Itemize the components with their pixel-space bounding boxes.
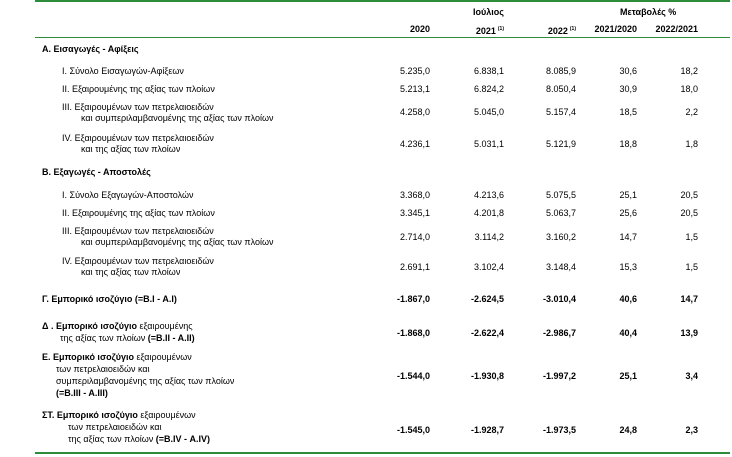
cell: 18,2 [680,66,698,76]
row-label: I. Σύνολο Εξαγωγών-Αποστολών [62,190,194,200]
section-d-label: Δ . Εμπορικό ισοζύγιο εξαιρουμένης [42,321,193,331]
cell: 3.102,4 [473,262,504,272]
cell: 40,6 [619,294,637,304]
cell: -3.010,4 [542,294,576,304]
cell: 14,7 [680,294,698,304]
cell: 5.235,0 [399,66,430,76]
col-2020: 2020 [409,24,430,34]
cell: 2,3 [685,425,698,435]
cell: -2.622,4 [470,328,504,338]
row-label: III. Εξαιρουμένων των πετρελαιοειδών [62,102,214,112]
row-label-cont: και συμπεριλαμβανομένης της αξίας των πλ… [81,237,274,247]
cell: 1,5 [685,232,698,242]
cell: 3.160,2 [545,232,576,242]
cell: -1.930,8 [470,371,504,381]
section-g-label: Γ. Εμπορικό ισοζύγιο (=Β.Ι - Α.Ι) [42,294,177,304]
cell: 5.213,1 [399,84,430,94]
cell: -2.624,5 [470,294,504,304]
col-2021-2020: 2021/2020 [594,24,637,34]
row-label: IV. Εξαιρουμένων των πετρελαιοειδών [62,133,214,143]
cell: 4.236,1 [399,139,430,149]
cell: -1.868,0 [396,328,430,338]
cell: 2.691,1 [399,262,430,272]
row-label: III. Εξαιρουμένων των πετρελαιοειδών [62,226,214,236]
cell: 1,8 [685,139,698,149]
cell: 3,4 [685,371,698,381]
row-label: II. Εξαιρουμένης της αξίας των πλοίων [62,84,215,94]
cell: 2.714,0 [399,232,430,242]
cell: 3.114,2 [474,232,504,242]
cell: 13,9 [680,328,698,338]
cell: 18,8 [619,139,637,149]
section-st-label-cont: της αξίας των πλοίων (=Β.IV - Α.IV) [68,434,210,444]
row-label: IV. Εξαιρουμένων των πετρελαιοειδών [62,256,214,266]
cell: -1.973,5 [542,425,576,435]
row-label: I. Σύνολο Εισαγωγών-Αφίξεων [62,66,184,76]
section-e-label-cont: συμπεριλαμβανομένης της αξίας των πλοίων [56,376,235,386]
cell: 5.157,4 [545,107,576,117]
section-st-label: ΣΤ. Εμπορικό ισοζύγιο εξαιρουμένων [42,410,196,420]
section-st-label-cont: των πετρελαιοειδών και [68,422,162,432]
cell: 5.031,1 [473,139,504,149]
col-2022: 2022 (1) [547,26,576,36]
header-rule [35,37,730,38]
col-2021: 2021 (1) [475,26,504,36]
cell: 5.121,9 [545,139,576,149]
cell: -2.986,7 [542,328,576,338]
cell: 4.213,6 [473,190,504,200]
cell: 5.045,0 [473,107,504,117]
row-label: II. Εξαιρουμένης της αξίας των πλοίων [62,208,215,218]
cell: 25,1 [619,371,637,381]
change-header: Μεταβολές % [620,7,677,17]
cell: 30,6 [619,66,637,76]
row-label-cont: και της αξίας των πλοίων [81,144,181,154]
cell: -1.867,0 [396,294,430,304]
section-e-label-cont: των πετρελαιοειδών και [56,364,150,374]
cell: 1,5 [685,262,698,272]
cell: 5.063,7 [545,208,576,218]
section-d-label-cont: της αξίας των πλοίων (=Β.ΙΙ - Α.ΙΙ) [60,333,195,343]
cell: 30,9 [619,84,637,94]
cell: 40,4 [619,328,637,338]
cell: -1.545,0 [396,425,430,435]
cell: 24,8 [619,425,637,435]
cell: 4.201,8 [473,208,504,218]
cell: -1.997,2 [542,371,576,381]
col-2022-2021: 2022/2021 [655,24,698,34]
cell: 8.085,9 [545,66,576,76]
bottom-rule [35,452,730,454]
cell: 20,5 [680,208,698,218]
cell: 18,0 [680,84,698,94]
cell: -1.928,7 [470,425,504,435]
cell: 5.075,5 [545,190,576,200]
cell: 3.345,1 [399,208,430,218]
cell: 15,3 [619,262,637,272]
cell: 6.838,1 [473,66,504,76]
month-header: Ιούλιος [473,7,504,17]
cell: -1.544,0 [396,371,430,381]
cell: 18,5 [619,107,637,117]
section-b-title: Β. Εξαγωγές - Αποστολές [42,167,151,177]
section-a-title: Α. Εισαγωγές - Αφίξεις [42,44,139,54]
cell: 4.258,0 [399,107,430,117]
cell: 25,1 [619,190,637,200]
cell: 3.148,4 [545,262,576,272]
section-e-label: Ε. Εμπορικό ισοζύγιο εξαιρουμένων [42,352,192,362]
cell: 8.050,4 [545,84,576,94]
cell: 3.368,0 [399,190,430,200]
cell: 2,2 [685,107,698,117]
cell: 6.824,2 [473,84,504,94]
section-e-label-cont: (=Β.ΙΙΙ - Α.ΙΙΙ) [56,388,108,398]
cell: 14,7 [619,232,637,242]
top-rule [35,0,730,2]
row-label-cont: και της αξίας των πλοίων [81,267,181,277]
cell: 20,5 [680,190,698,200]
cell: 25,6 [619,208,637,218]
row-label-cont: και συμπεριλαμβανομένης της αξίας των πλ… [81,113,274,123]
